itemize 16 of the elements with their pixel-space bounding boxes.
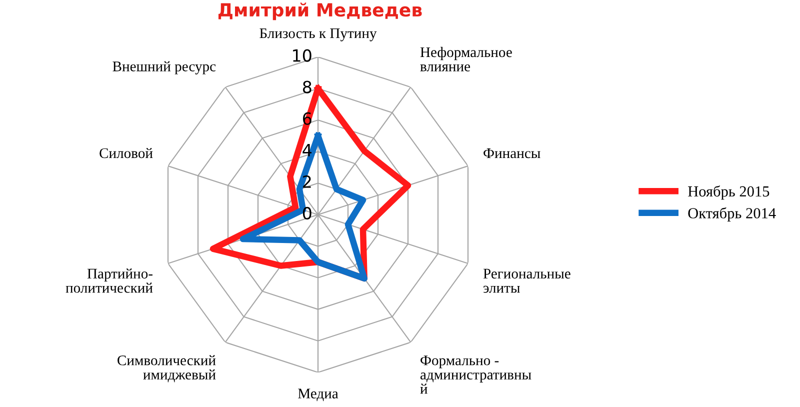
- spoke-label: Медиа: [298, 388, 338, 402]
- y-tick-label: 10: [293, 49, 312, 62]
- spoke-label: Силовой: [100, 148, 153, 158]
- spoke-label: Внешний ресурс: [112, 61, 216, 74]
- spoke-label: Партийно- политический: [66, 268, 153, 293]
- y-tick-label: 0: [302, 206, 312, 220]
- spoke-label: Финансы: [484, 148, 540, 158]
- y-tick-label: 8: [302, 80, 312, 94]
- spoke-label: Близость к Путину: [260, 28, 377, 42]
- spoke-label: Символический имиджевый: [118, 355, 216, 382]
- spoke-label: Неформальное влияние: [420, 46, 512, 72]
- spoke-label: Региональные элиты: [483, 268, 570, 293]
- legend-label: Ноябрь 2015: [688, 185, 770, 200]
- legend-label: Октябрь 2014: [688, 207, 776, 222]
- chart-title: Дмитрий Медведев: [218, 2, 422, 20]
- spoke-label: Формально - административны й: [420, 356, 532, 394]
